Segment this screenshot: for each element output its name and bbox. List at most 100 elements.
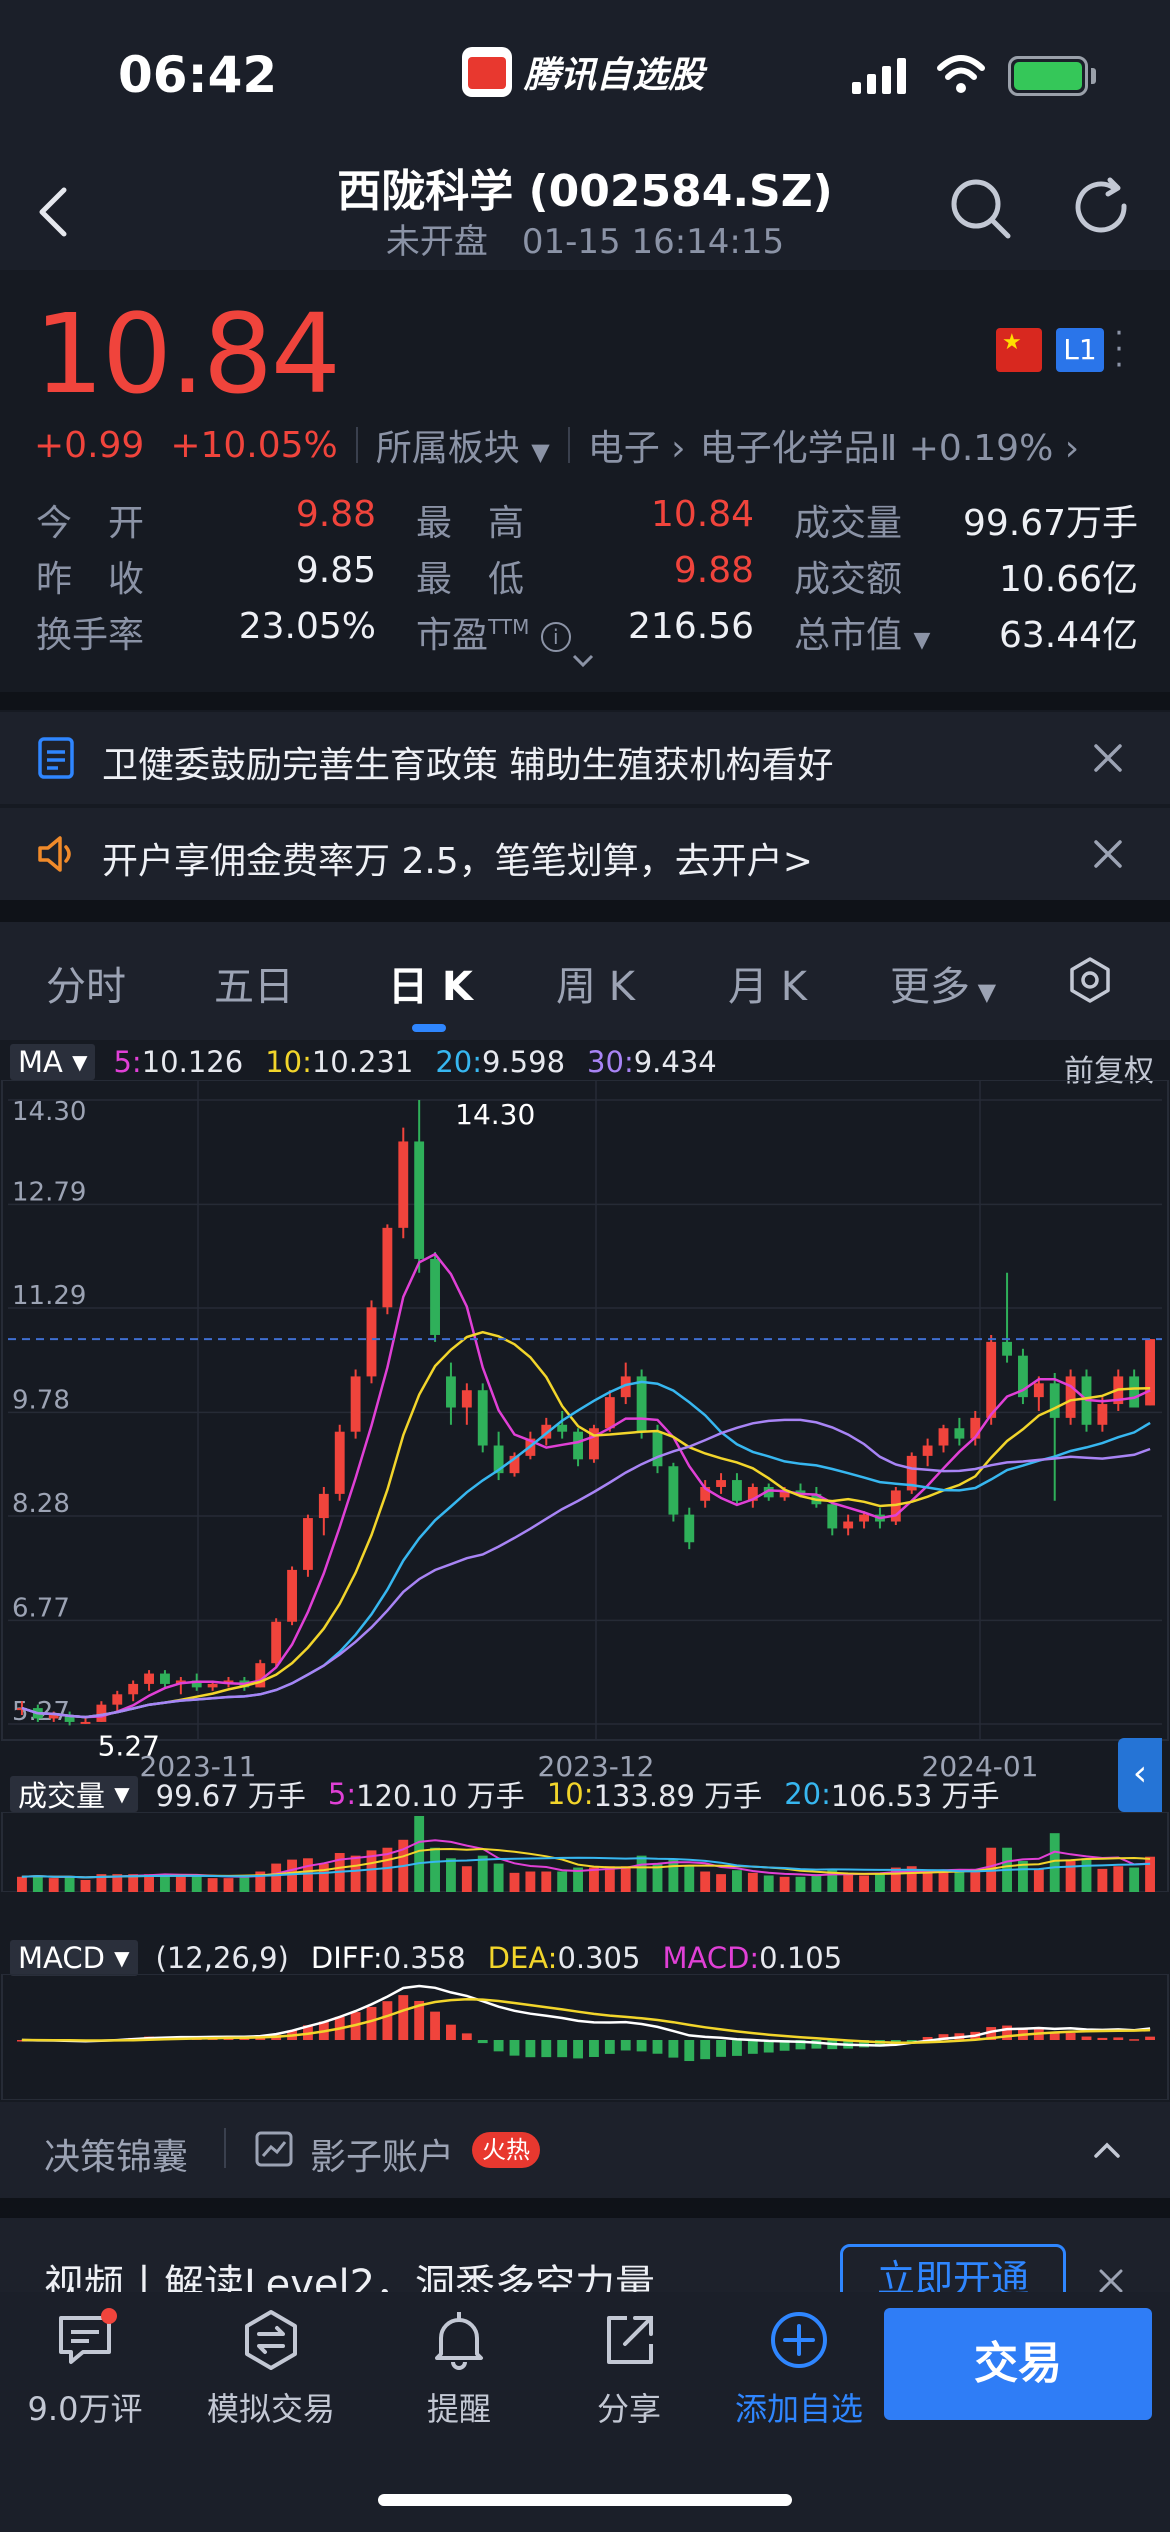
comments-button[interactable]: 9.0万评 (0, 2308, 170, 2430)
candle-body (477, 1390, 488, 1446)
sim-trade-button[interactable]: 模拟交易 (186, 2308, 356, 2430)
candle-body (604, 1397, 615, 1429)
activate-button[interactable]: 立即开通 (840, 2244, 1066, 2292)
level-badge[interactable]: L1 (1056, 328, 1104, 372)
turnover-value: 23.05% (238, 606, 376, 647)
macd-bar (477, 2040, 488, 2044)
candle-body (493, 1445, 504, 1474)
app-brand: 腾讯自选股 (462, 44, 704, 100)
candle-body (414, 1141, 425, 1259)
stock-title: 西陇科学 (002584.SZ) (337, 166, 833, 217)
tab-five-day[interactable]: 五日 (214, 964, 294, 1010)
chevron-up-icon[interactable] (1090, 2136, 1124, 2164)
hot-badge: 火热 (472, 2132, 540, 2168)
volume-bar (1113, 1866, 1124, 1892)
volume-bar (652, 1863, 663, 1892)
news-banner[interactable]: 卫健委鼓励完善生育政策 辅助生殖获机构看好 (0, 712, 1170, 804)
candle-body (938, 1428, 949, 1446)
tab-daily-k[interactable]: 日 K (388, 964, 473, 1010)
ma30-label: 30: (587, 1045, 634, 1079)
side-expand-tab[interactable]: ‹ (1118, 1738, 1162, 1812)
share-button[interactable]: 分享 (544, 2308, 714, 2430)
quote-panel (0, 272, 1170, 692)
candle-body (318, 1493, 329, 1519)
tab-monthly-k[interactable]: 月 K (728, 964, 807, 1010)
strategy-bar (0, 2102, 1170, 2198)
candle-body (541, 1424, 552, 1439)
tab-weekly-k[interactable]: 周 K (556, 964, 635, 1010)
volume-bar (430, 1847, 440, 1892)
volume-bar (414, 1816, 425, 1892)
refresh-icon[interactable] (1070, 176, 1134, 240)
macd-bar (700, 2040, 711, 2060)
mcap-label[interactable]: 总市值 ▼ (794, 615, 931, 656)
y-tick-label: 6.77 (12, 1593, 70, 1623)
volume-chart (1, 1812, 1169, 1892)
open-value: 9.88 (295, 494, 376, 535)
volume-bar (795, 1876, 806, 1892)
info-icon[interactable]: i (540, 622, 571, 652)
sector-dropdown[interactable]: 所属板块 ▼ (376, 419, 550, 471)
volume-bar (700, 1871, 711, 1892)
candle-body (128, 1683, 139, 1695)
trade-button[interactable]: 交易 (884, 2308, 1152, 2420)
candle-body (970, 1417, 981, 1439)
volume-bar (64, 1876, 75, 1892)
sector-link-2[interactable]: 电子化学品Ⅱ +0.19% › (700, 419, 1080, 471)
candle-body (509, 1455, 520, 1474)
cn-flag-icon (996, 328, 1042, 372)
macd-bar (414, 2000, 425, 2040)
close-icon[interactable] (1090, 836, 1126, 872)
back-arrow-icon[interactable] (30, 182, 80, 242)
macd-selector[interactable]: MACD ▼ (10, 1940, 138, 1976)
sim-trade-label: 模拟交易 (206, 2390, 335, 2428)
tab-more[interactable]: 更多 ▼ (890, 954, 996, 1012)
macd-bar (668, 2040, 679, 2058)
search-icon[interactable] (948, 176, 1012, 240)
alert-button[interactable]: 提醒 (374, 2308, 544, 2430)
vol-ma5-value: 120.10 万手 (356, 1779, 525, 1813)
sector-link-1[interactable]: 电子 › (588, 419, 686, 471)
promo-title: 视频丨解读Level2，洞悉多空力量 (44, 2262, 656, 2292)
macd-bar (779, 2040, 790, 2051)
caret-down-icon: ▼ (72, 1050, 88, 1074)
shadow-account-link[interactable]: 影子账户 (310, 2137, 455, 2178)
macd-bar (1113, 2037, 1124, 2040)
more-icon[interactable]: · · · (1114, 316, 1124, 383)
macd-bar (986, 2027, 997, 2040)
divider (224, 2128, 226, 2168)
candle-body (700, 1486, 711, 1501)
volume-bar (255, 1871, 266, 1892)
add-watchlist-button[interactable]: 添加自选 (714, 2308, 884, 2430)
close-icon[interactable] (1096, 2266, 1126, 2292)
adjust-mode[interactable]: 前复权 (1064, 1054, 1154, 1089)
tab-intraday[interactable]: 分时 (46, 964, 126, 1010)
macd-bar (763, 2040, 774, 2053)
ma-selector[interactable]: MA ▼ (10, 1044, 96, 1080)
volume-selector[interactable]: 成交量 ▼ (10, 1776, 138, 1813)
candle-body (557, 1424, 568, 1432)
expand-chevron-icon[interactable] (568, 648, 598, 672)
caret-down-icon: ▼ (114, 1946, 130, 1970)
volume-bar (763, 1875, 774, 1892)
macd-legend: MACD ▼ (12,26,9) DIFF: 0.358 DEA: 0.305 MA… (10, 1940, 842, 1976)
promo-banner[interactable]: 开户享佣金费率万 2.5，笔笔划算，去开户> (0, 808, 1170, 900)
volume-bar (287, 1859, 297, 1892)
close-icon[interactable] (1090, 740, 1126, 776)
settings-icon[interactable] (1066, 956, 1114, 1004)
dea-value: 0.305 (557, 1941, 641, 1975)
candle-body (1018, 1355, 1028, 1398)
decision-tips-link[interactable]: 决策锦囊 (44, 2137, 189, 2178)
volume-bar (604, 1866, 615, 1892)
pe-sup: TTM (488, 615, 530, 639)
low-label: 最 低 (416, 559, 525, 600)
pe-label[interactable]: 市盈TTM i (416, 606, 571, 658)
ma30-line (21, 1418, 1151, 1719)
volume-bar (1081, 1858, 1092, 1892)
sector-2: 电子化学品Ⅱ (699, 428, 898, 469)
volume-bar (732, 1870, 742, 1892)
volume-bar (970, 1868, 981, 1892)
kline-chart[interactable]: 14.30 12.79 11.29 9.78 8.28 6.77 5.272023-11 20… (0, 1080, 1170, 1780)
volume-bar (461, 1866, 472, 1892)
vol-ma10-value: 133.89 万手 (593, 1779, 763, 1813)
